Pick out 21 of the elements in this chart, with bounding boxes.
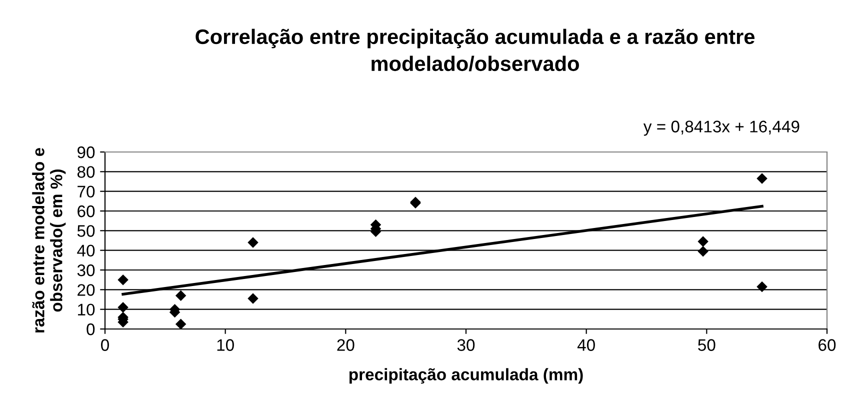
chart-title: Correlação entre precipitação acumulada e a razão entre modelado/observado bbox=[196, 28, 755, 72]
x-tick-label: 10 bbox=[217, 339, 234, 351]
y-tick-label: 20 bbox=[78, 284, 95, 296]
text: y = 0,8413x + 16,449 bbox=[643, 120, 800, 136]
x-tick-label: 30 bbox=[457, 339, 475, 351]
y-tick-label: 70 bbox=[78, 186, 95, 198]
y-tick-label: 10 bbox=[78, 304, 95, 316]
y-tick-label: 0 bbox=[86, 323, 95, 336]
y-tick-label: 50 bbox=[77, 225, 95, 237]
y-tick-label: 60 bbox=[78, 205, 95, 218]
x-tick-label: 50 bbox=[698, 339, 716, 351]
x-tick-label: 60 bbox=[818, 339, 836, 351]
y-tick-label: 40 bbox=[77, 244, 95, 257]
y-tick-label: 30 bbox=[77, 264, 95, 276]
x-tick-label: 20 bbox=[337, 339, 354, 351]
x-tick-label: 40 bbox=[577, 339, 595, 351]
y-tick-label: 90 bbox=[78, 146, 95, 158]
y-tick-label: 80 bbox=[77, 166, 95, 178]
y-axis-title: razão entre modelado e observado( em %) bbox=[32, 148, 66, 332]
x-axis-title: precipitação acumulada (mm) bbox=[349, 368, 583, 384]
x-tick-label: 0 bbox=[101, 339, 109, 351]
